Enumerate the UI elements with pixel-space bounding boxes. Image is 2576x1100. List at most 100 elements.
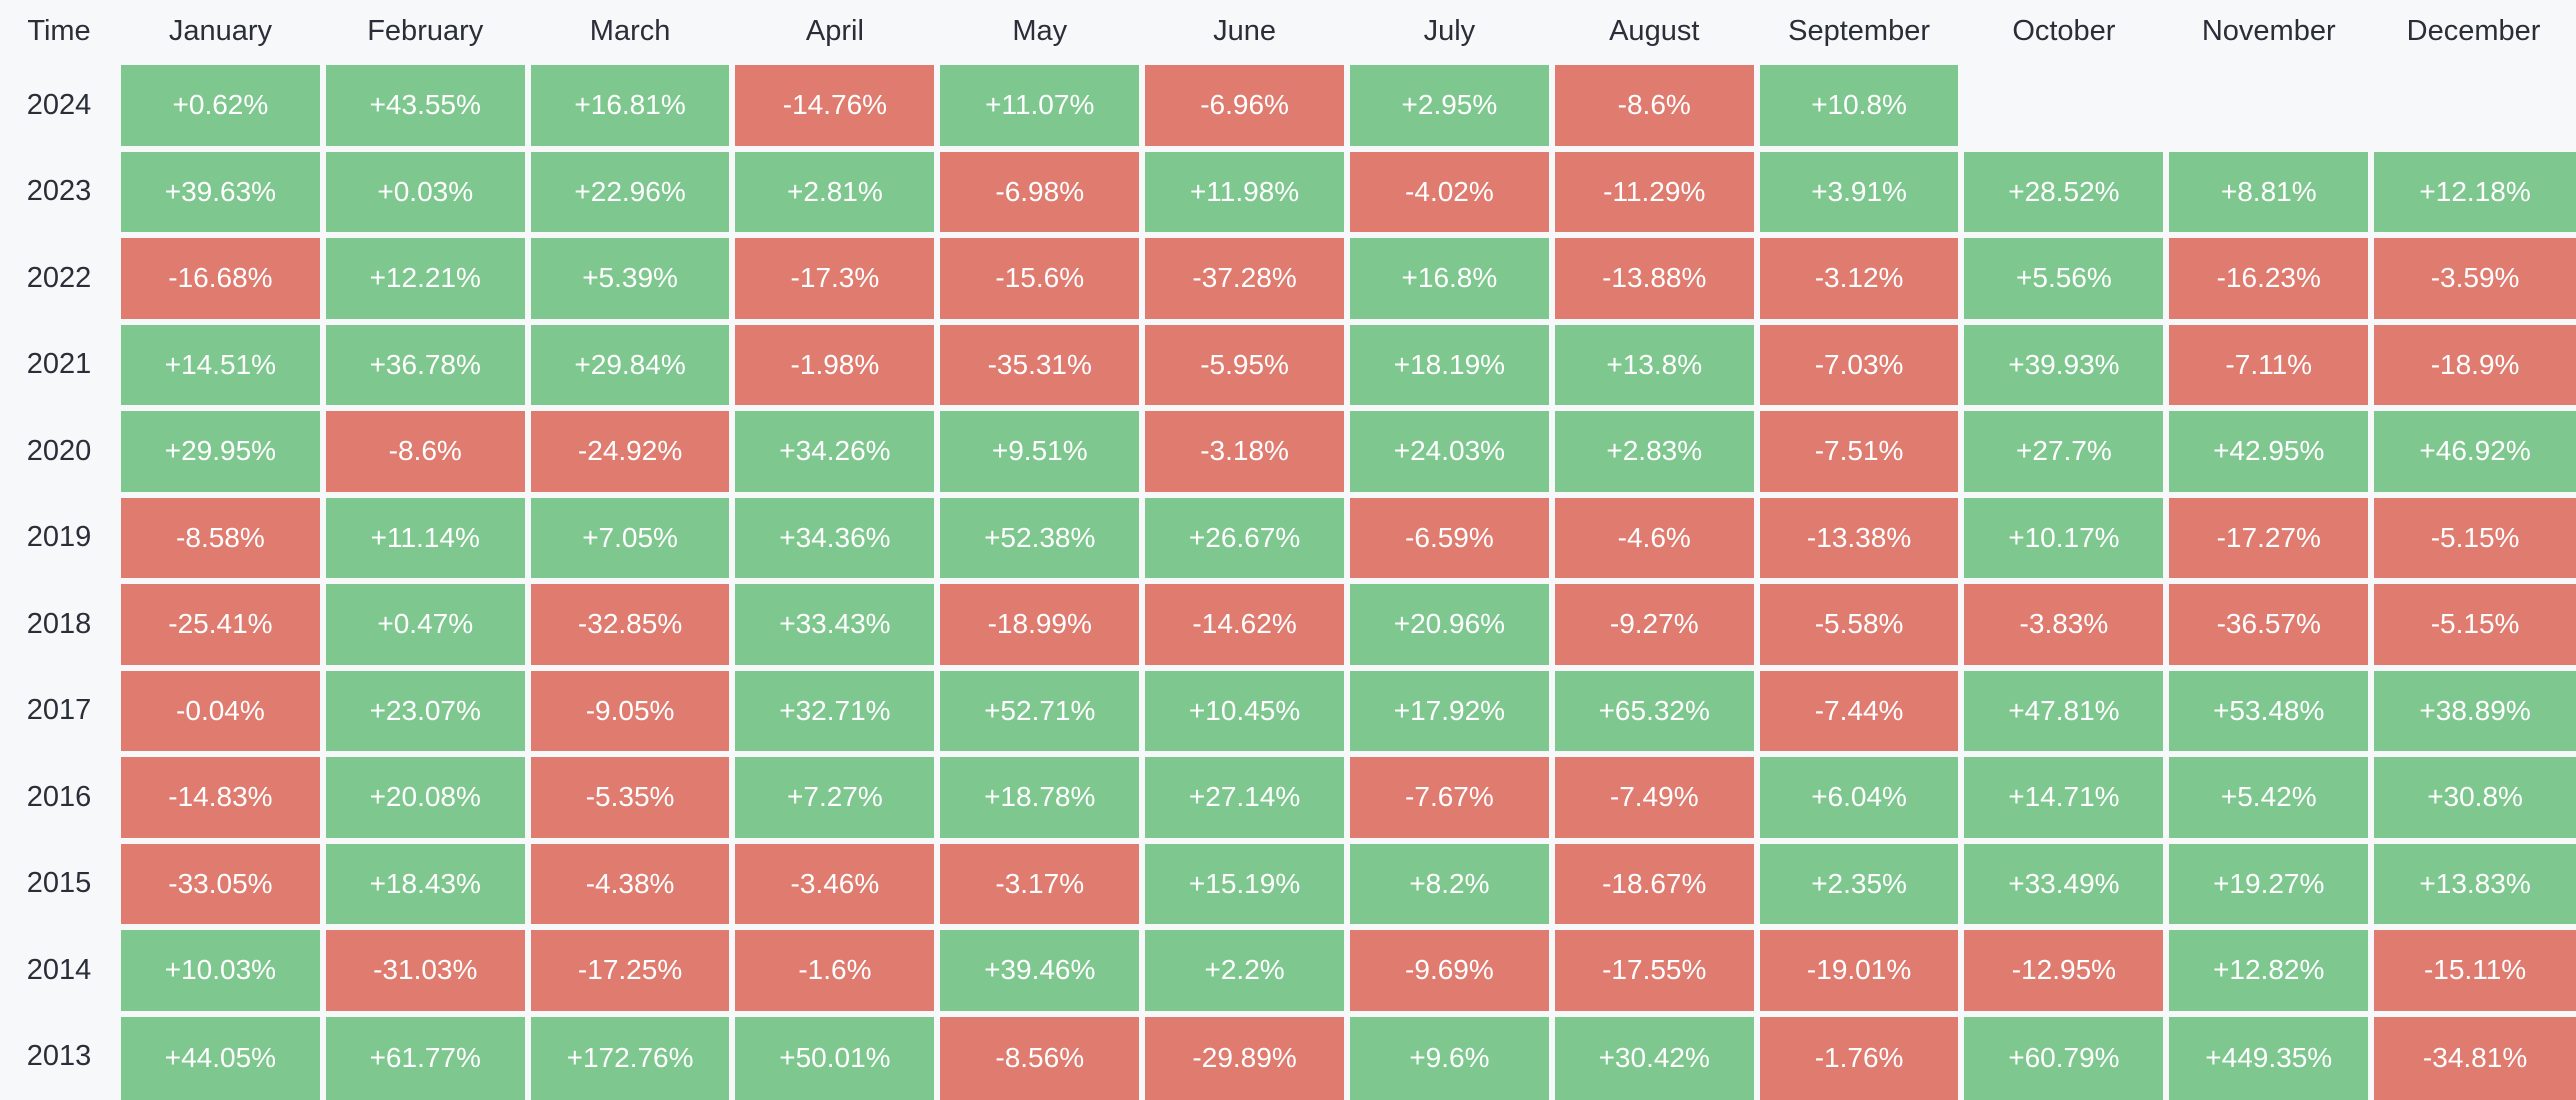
heatmap-cell: +10.03% [121, 930, 320, 1011]
heatmap-cell: +6.04% [1759, 757, 1959, 838]
heatmap-cell: +0.62% [121, 65, 320, 146]
month-header-november: November [2201, 14, 2336, 47]
heatmap-cell: +27.14% [1145, 757, 1344, 838]
cell-slot: -1.76% [1757, 1014, 1962, 1100]
heatmap-cell: +16.8% [1349, 238, 1549, 319]
heatmap-cell: +7.27% [735, 757, 935, 838]
heatmap-cell: +18.78% [940, 757, 1140, 838]
cell-slot: +15.19% [1142, 841, 1347, 928]
year-label: 2018 [26, 607, 92, 640]
heatmap-cell: -5.35% [530, 757, 730, 838]
heatmap-cell: -8.58% [121, 497, 320, 578]
cell-slot: +10.17% [1961, 495, 2166, 582]
heatmap-cell: -16.68% [121, 238, 320, 319]
heatmap-cell: -5.15% [2374, 584, 2576, 665]
year-label: 2020 [26, 434, 92, 467]
heatmap-cell: -17.3% [735, 238, 935, 319]
cell-slot: -8.6% [323, 408, 528, 495]
heatmap-cell: +38.89% [2374, 670, 2576, 751]
cell-slot: -7.51% [1757, 408, 1962, 495]
heatmap-cell: +15.19% [1145, 843, 1344, 924]
heatmap-cell: +36.78% [325, 324, 525, 405]
heatmap-cell: +42.95% [2169, 411, 2369, 492]
heatmap-cell: -9.27% [1554, 584, 1754, 665]
heatmap-cell: -7.49% [1554, 757, 1754, 838]
table-row-2016: 2016 -14.83% +20.08% -5.35% +7.27% +18.78% +27… [0, 754, 2576, 841]
heatmap-cell: +28.52% [1964, 151, 2164, 232]
heatmap-cell: +11.14% [325, 497, 525, 578]
cell-slot: -35.31% [937, 322, 1142, 409]
heatmap-cell: +34.26% [735, 411, 935, 492]
month-header-may: May [1012, 14, 1068, 47]
table-row-2019: 2019 -8.58% +11.14% +7.05% +34.36% +52.38% +26… [0, 495, 2576, 582]
cell-slot: -4.6% [1552, 495, 1757, 582]
month-header-april: April [805, 14, 864, 47]
cell-slot: -25.41% [118, 581, 323, 668]
cell-slot: +2.95% [1347, 62, 1552, 149]
cell-slot: +10.45% [1142, 668, 1347, 755]
cell-slot: +27.7% [1961, 408, 2166, 495]
heatmap-cell: +10.45% [1145, 670, 1344, 751]
cell-slot: +13.83% [2371, 841, 2576, 928]
cell-slot: -5.35% [528, 754, 733, 841]
year-label: 2021 [26, 348, 92, 381]
cell-slot: -6.96% [1142, 62, 1347, 149]
cell-slot: -13.88% [1552, 235, 1757, 322]
cell-slot: +5.42% [2166, 754, 2371, 841]
cell-slot: +16.81% [528, 62, 733, 149]
cell-slot: -9.05% [528, 668, 733, 755]
heatmap-cell: -0.04% [121, 670, 320, 751]
heatmap-cell: +0.47% [325, 584, 525, 665]
cell-slot: -17.25% [528, 927, 733, 1014]
heatmap-cell: +17.92% [1349, 670, 1549, 751]
heatmap-cell: -24.92% [530, 411, 730, 492]
heatmap-cell: -8.6% [1554, 65, 1754, 146]
heatmap-cell: -14.62% [1145, 584, 1344, 665]
heatmap-cell: +27.7% [1964, 411, 2164, 492]
heatmap-cell: -37.28% [1145, 238, 1344, 319]
heatmap-cell: -3.59% [2374, 238, 2576, 319]
cell-slot: +27.14% [1142, 754, 1347, 841]
cell-slot: +9.51% [937, 408, 1142, 495]
year-label: 2024 [26, 88, 92, 121]
heatmap-cell: -8.56% [940, 1016, 1140, 1100]
heatmap-cell: +47.81% [1964, 670, 2164, 751]
cell-slot: +12.21% [323, 235, 528, 322]
cell-slot: -12.95% [1961, 927, 2166, 1014]
heatmap-cell: -36.57% [2169, 584, 2369, 665]
heatmap-cell: +60.79% [1964, 1016, 2164, 1100]
heatmap-cell: +44.05% [121, 1016, 320, 1100]
table-row-2023: 2023 +39.63% +0.03% +22.96% +2.81% -6.98% +11.… [0, 149, 2576, 236]
cell-slot: +32.71% [732, 668, 937, 755]
cell-slot: -14.83% [118, 754, 323, 841]
heatmap-cell: -6.98% [940, 151, 1140, 232]
cell-slot: +11.98% [1142, 149, 1347, 236]
table-row-2015: 2015 -33.05% +18.43% -4.38% -3.46% -3.17% +15.… [0, 841, 2576, 928]
cell-slot: -3.18% [1142, 408, 1347, 495]
heatmap-cell: -29.89% [1145, 1016, 1344, 1100]
heatmap-cell: -19.01% [1759, 930, 1959, 1011]
heatmap-cell: -7.44% [1759, 670, 1959, 751]
heatmap-cell: +8.81% [2169, 151, 2369, 232]
cell-slot: -17.55% [1552, 927, 1757, 1014]
cell-slot: +14.51% [118, 322, 323, 409]
heatmap-cell: +39.63% [121, 151, 320, 232]
heatmap-cell: +65.32% [1554, 670, 1754, 751]
cell-slot: +16.8% [1347, 235, 1552, 322]
table-row-2021: 2021 +14.51% +36.78% +29.84% -1.98% -35.31% -5… [0, 322, 2576, 409]
heatmap-cell: +2.35% [1759, 843, 1959, 924]
heatmap-cell: +2.83% [1554, 411, 1754, 492]
cell-slot: +50.01% [732, 1014, 937, 1100]
cell-slot: -7.67% [1347, 754, 1552, 841]
heatmap-cell: +5.42% [2169, 757, 2369, 838]
cell-slot: -17.27% [2166, 495, 2371, 582]
heatmap-cell: +11.98% [1145, 151, 1344, 232]
cell-slot: +43.55% [323, 62, 528, 149]
cell-slot: +172.76% [528, 1014, 733, 1100]
heatmap-cell: -3.83% [1964, 584, 2164, 665]
heatmap-cell: -4.02% [1349, 151, 1549, 232]
heatmap-cell: +18.19% [1349, 324, 1549, 405]
year-label: 2013 [26, 1040, 92, 1073]
heatmap-cell: +12.21% [325, 238, 525, 319]
cell-slot: +23.07% [323, 668, 528, 755]
